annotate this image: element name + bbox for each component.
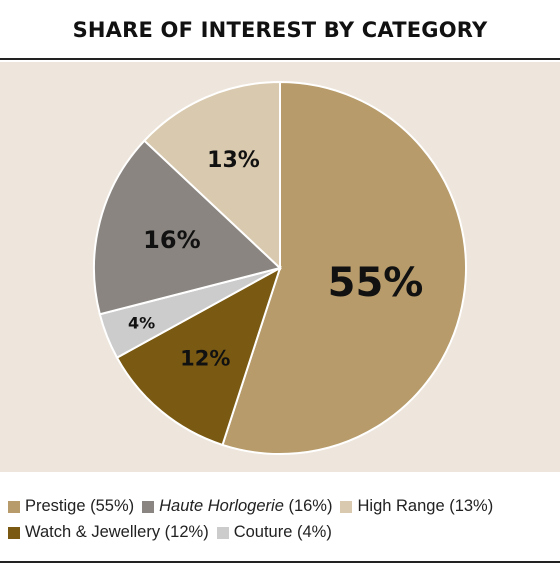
legend-item-prestige: Prestige (55%)	[8, 497, 134, 516]
top-divider	[0, 58, 560, 60]
bottom-divider	[0, 561, 560, 563]
pie-label-watch-jewellery: 12%	[180, 346, 230, 370]
pie-slice-prestige	[221, 80, 467, 455]
pie-label-prestige: 55%	[328, 260, 424, 306]
legend-swatch-haute-horlogerie	[142, 500, 155, 513]
pie-label-couture: 4%	[128, 313, 155, 332]
chart-title: SHARE OF INTEREST BY CATEGORY	[72, 18, 488, 42]
legend-item-high-range: High Range (13%)	[340, 497, 493, 516]
pie-chart: 55% 12% 4% 16% 13%	[93, 80, 467, 455]
pie-label-haute-horlogerie: 16%	[143, 226, 200, 254]
legend-label-prestige: Prestige (55%)	[25, 497, 135, 515]
legend-item-haute-horlogerie: Haute Horlogerie (16%)	[142, 497, 332, 516]
pie-slice-haute-horlogerie	[93, 139, 283, 316]
legend-item-watch-jewellery: Watch & Jewellery (12%)	[8, 523, 209, 542]
legend	[0, 472, 560, 561]
legend-label-haute-horlogerie-pct: (16%)	[283, 497, 333, 515]
pie-slice-watch-jewellery	[115, 265, 282, 447]
legend-swatch-high-range	[340, 500, 353, 513]
legend-label-couture: Couture (4%)	[233, 523, 332, 541]
legend-swatch-couture	[216, 526, 229, 539]
legend-swatch-watch-jewellery	[8, 526, 20, 539]
pie-slice-high-range	[142, 80, 281, 271]
legend-item-couture: Couture (4%)	[216, 523, 332, 542]
legend-label-high-range: High Range (13%)	[357, 497, 494, 515]
legend-swatch-prestige	[8, 500, 20, 513]
pie-label-high-range: 13%	[207, 148, 260, 173]
legend-label-haute-horlogerie-name: Haute Horlogerie	[159, 497, 284, 515]
legend-row-1: Prestige (55%) Haute Horlogerie (16%) Hi…	[8, 497, 501, 516]
legend-row-2: Watch & Jewellery (12%) Couture (4%)	[8, 523, 340, 542]
legend-label-watch-jewellery: Watch & Jewellery (12%)	[25, 523, 209, 541]
